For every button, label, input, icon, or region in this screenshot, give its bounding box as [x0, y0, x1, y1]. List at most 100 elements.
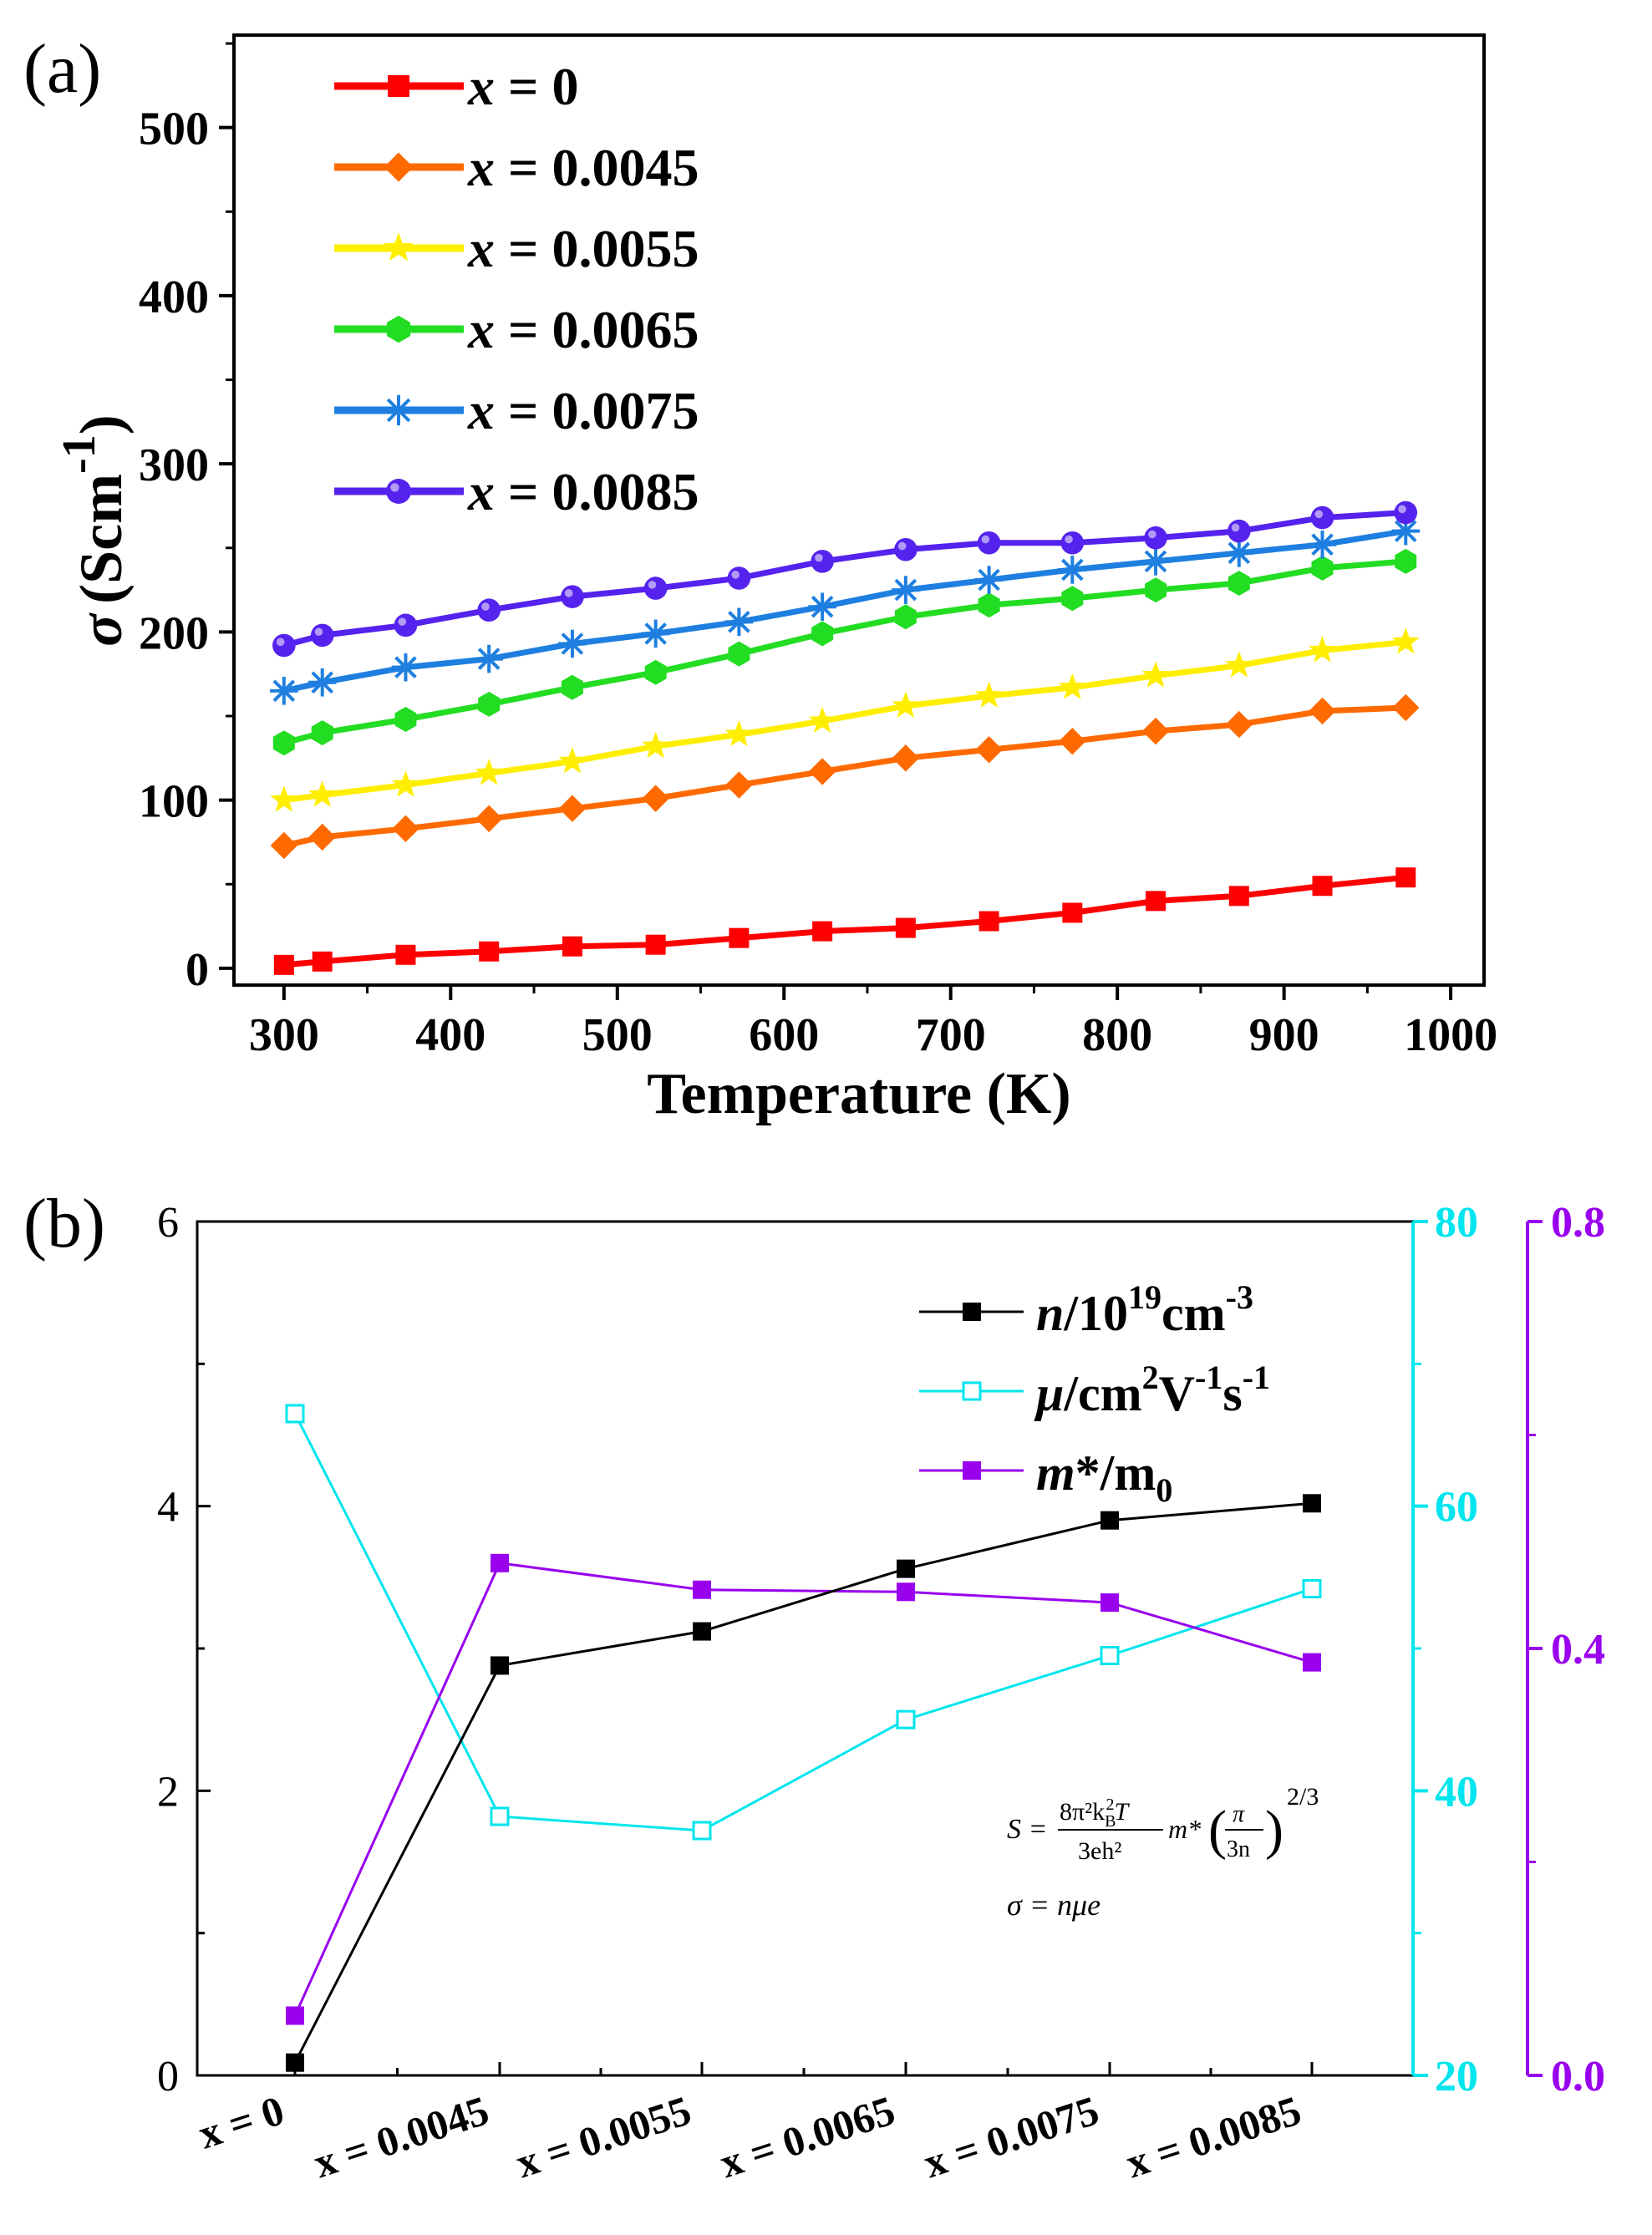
- panel-a-ylabel-unit: (Scm: [68, 474, 135, 604]
- data-point-s4-6: [724, 607, 754, 637]
- data-point-s0-0: [273, 954, 294, 975]
- data-point-s3-0: [272, 730, 295, 756]
- data-point-s4-9: [974, 566, 1004, 594]
- data-point-s5-7-highlight: [815, 553, 823, 562]
- data-point-s2-13: [1309, 636, 1337, 663]
- eq2: σ = nμe: [1007, 1888, 1100, 1922]
- data-point-s5-10: [1060, 531, 1085, 555]
- data-point-s4-8: [892, 576, 920, 604]
- data-point-s5-11: [1144, 526, 1167, 550]
- panel-b-series: [285, 1404, 1322, 2072]
- eq1-mass: m*: [1168, 1814, 1201, 1844]
- data-point-s4-5: [641, 619, 670, 648]
- asterisk-stroke: [1311, 533, 1334, 556]
- data-point-s3-5: [644, 659, 667, 685]
- data-point-s0-13: [1312, 876, 1333, 897]
- mu-tick-label: 60: [1435, 1484, 1478, 1531]
- x-category-label: x = 0.0045: [308, 2086, 495, 2187]
- data-point-s3-11: [1145, 577, 1167, 603]
- x-tick-label: 900: [1249, 1009, 1319, 1061]
- asterisk-stroke: [978, 568, 1000, 592]
- data-point-s5-8: [894, 537, 917, 561]
- data-point-s0-5: [645, 934, 666, 955]
- left-tick-label: 2: [157, 1768, 179, 1816]
- data-point-s5-4-highlight: [564, 589, 573, 597]
- legend-a-marker-0: [388, 75, 409, 97]
- data-point-s5-11-highlight: [1148, 530, 1156, 539]
- y-tick-label: 200: [139, 607, 209, 659]
- legend-b-marker-mstar: [963, 1461, 981, 1480]
- data-point-b2-1: [491, 1553, 509, 1572]
- x-category-label: x = 0: [193, 2086, 290, 2157]
- data-point-s4-12: [1224, 539, 1253, 567]
- data-point-s0-12: [1228, 886, 1249, 907]
- data-point-s2-5: [642, 731, 670, 759]
- eq1-denominator: 3eh²: [1078, 1837, 1121, 1865]
- data-point-b0-1: [491, 1656, 509, 1675]
- data-point-s1-4: [558, 795, 587, 822]
- eq1-exponent: 2/3: [1287, 1783, 1319, 1811]
- data-point-s2-3: [475, 759, 503, 785]
- x-tick-label: 300: [249, 1009, 319, 1061]
- data-point-s1-7: [808, 758, 836, 785]
- mstar-tick-label: 0.4: [1551, 1626, 1605, 1674]
- x-category-label: x = 0.0075: [918, 2086, 1105, 2187]
- data-point-b2-0: [286, 2006, 304, 2025]
- eq1-lhs: S =: [1007, 1814, 1047, 1845]
- legend-a-label-3: x = 0.0065: [467, 300, 699, 359]
- data-point-s5-1: [310, 623, 334, 648]
- data-point-b2-2: [693, 1580, 711, 1599]
- asterisk-stroke: [1228, 541, 1251, 565]
- mu-tick-label: 80: [1435, 1199, 1478, 1247]
- data-point-s0-10: [1062, 902, 1083, 923]
- data-point-s0-4: [562, 936, 582, 957]
- left-tick-label: 0: [157, 2053, 179, 2100]
- data-point-s5-10-highlight: [1065, 535, 1073, 544]
- data-point-s3-7: [811, 621, 834, 647]
- panel-a-label: (a): [23, 30, 101, 108]
- legend-a-label-4: x = 0.0075: [467, 381, 699, 440]
- data-point-s2-11: [1141, 661, 1170, 688]
- legend-a-marker-1: [384, 152, 414, 182]
- x-tick-label: 500: [582, 1009, 653, 1061]
- data-point-s5-5: [643, 577, 668, 600]
- data-point-s4-4: [558, 629, 587, 658]
- asterisk-stroke: [272, 679, 296, 703]
- data-point-s0-3: [479, 941, 500, 962]
- data-point-b1-2: [692, 1821, 712, 1841]
- data-point-s2-2: [391, 770, 419, 797]
- data-point-s5-13: [1310, 505, 1334, 530]
- data-point-s1-6: [725, 771, 753, 799]
- mstar-tick-label: 0.0: [1551, 2053, 1605, 2100]
- data-point-s4-3: [475, 644, 503, 673]
- data-point-s3-6: [728, 641, 750, 667]
- data-point-s0-2: [395, 944, 416, 965]
- x-tick-label: 1000: [1404, 1009, 1497, 1061]
- data-point-s5-9: [977, 531, 1001, 555]
- data-point-s5-6: [727, 566, 751, 590]
- data-point-s1-8: [892, 744, 920, 772]
- data-point-s3-1: [311, 720, 333, 746]
- data-point-s5-3-highlight: [481, 602, 490, 611]
- panel-a-ticks: 300 400 500 600 700 800 900 1000 0 100 200 300 400 50…: [139, 42, 1497, 1061]
- legend-b-label-n: n/1019cm-3: [1036, 1278, 1253, 1341]
- data-point-s0-11: [1146, 891, 1167, 912]
- data-point-s1-9: [975, 736, 1003, 764]
- data-point-s3-8: [894, 604, 917, 630]
- data-point-s1-1: [308, 823, 336, 851]
- legend-b-marker-n: [963, 1303, 981, 1321]
- legend-b-marker-mu: [962, 1381, 982, 1401]
- y-tick-label: 300: [139, 439, 209, 491]
- data-point-s5-4: [561, 585, 584, 608]
- data-point-b2-3: [897, 1582, 915, 1602]
- data-point-s3-2: [394, 707, 417, 732]
- panel-a-ylabel-exp: -1: [53, 434, 105, 474]
- panel-a-xlabel: Temperature (K): [647, 1062, 1070, 1126]
- asterisk-stroke: [394, 656, 417, 678]
- panel-a-plot: [232, 33, 1486, 987]
- data-point-b1-5: [1302, 1578, 1322, 1598]
- x-tick-label: 700: [916, 1009, 986, 1061]
- data-point-s1-2: [392, 815, 419, 843]
- series-b-line-0: [293, 1501, 1313, 2064]
- legend-a-label-5: x = 0.0085: [467, 462, 699, 521]
